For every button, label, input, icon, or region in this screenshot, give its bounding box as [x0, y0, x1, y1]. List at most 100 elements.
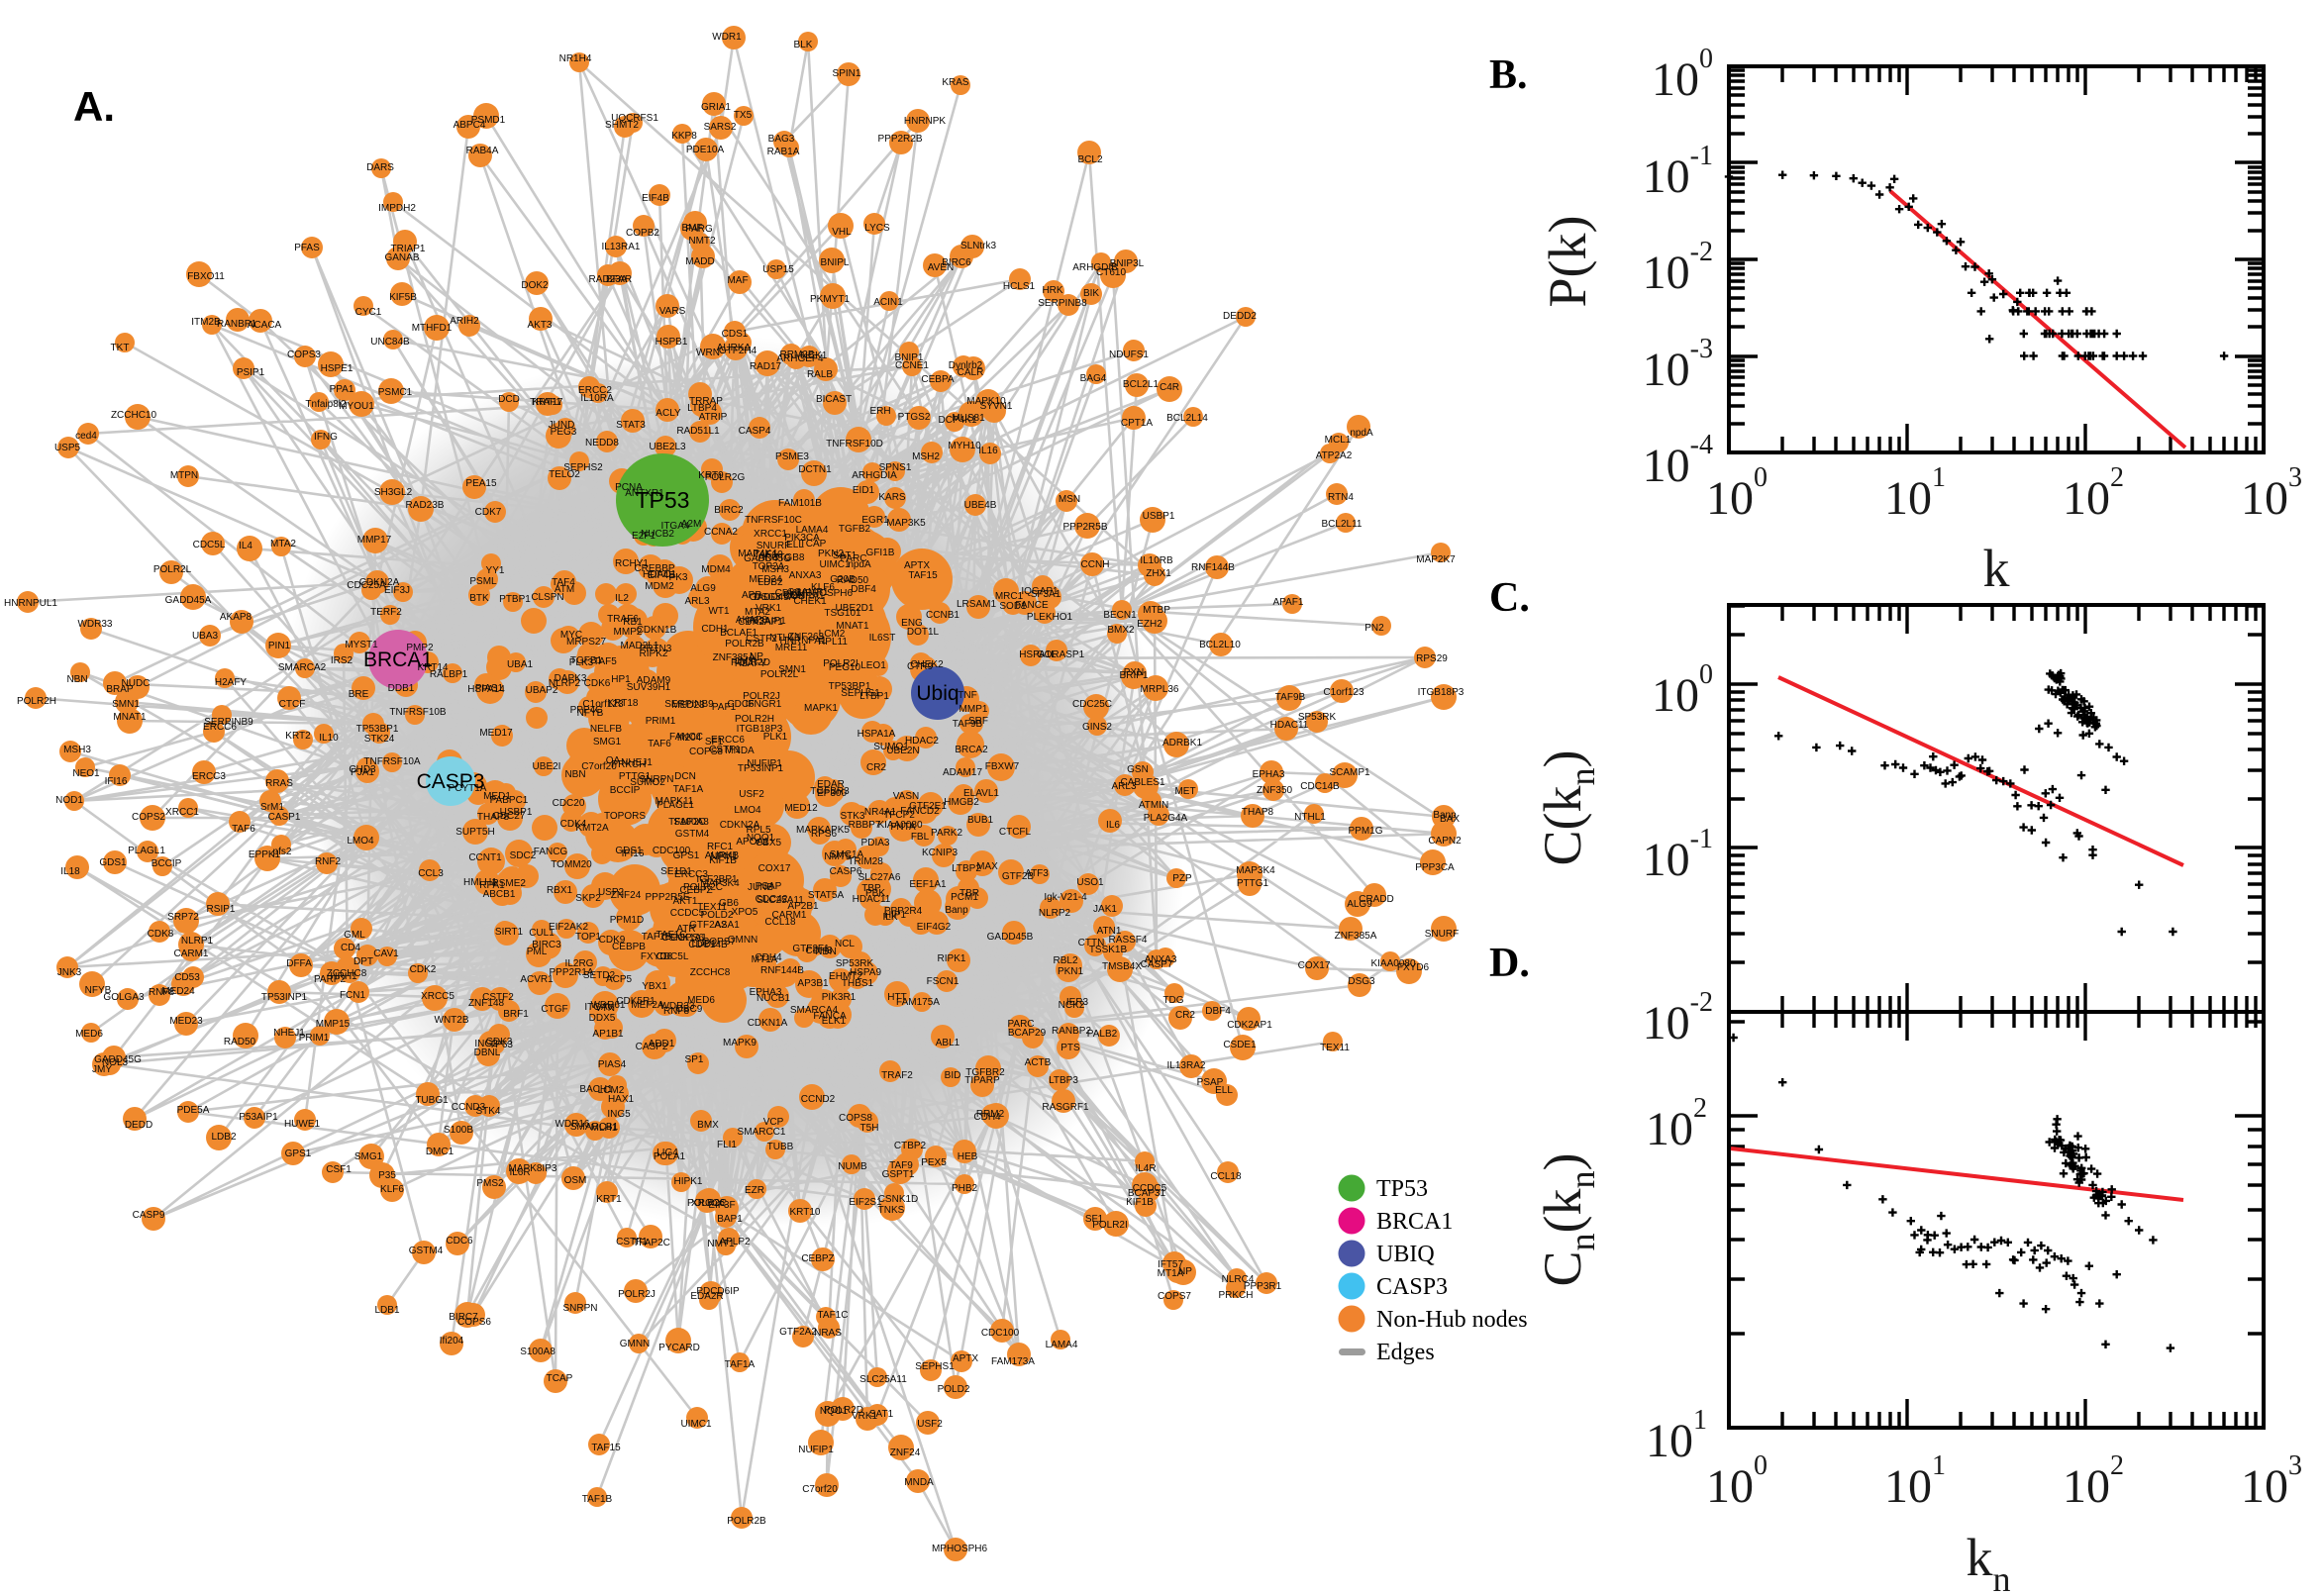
svg-text:P53AIP1: P53AIP1: [239, 1112, 278, 1123]
svg-text:CTGF: CTGF: [541, 1004, 567, 1015]
svg-text:MAP4K4: MAP4K4: [738, 549, 777, 559]
svg-text:RIPK2: RIPK2: [640, 648, 668, 659]
svg-text:S100A8: S100A8: [673, 817, 709, 828]
svg-text:UBA1: UBA1: [507, 659, 534, 670]
svg-text:EDA2R: EDA2R: [690, 1291, 723, 1302]
svg-text:ING5: ING5: [607, 1109, 631, 1120]
svg-text:SUMO2: SUMO2: [630, 777, 665, 788]
svg-text:JNK3: JNK3: [57, 967, 82, 978]
svg-text:NDUFS1: NDUFS1: [1109, 349, 1149, 360]
svg-text:COPS3: COPS3: [287, 349, 321, 360]
svg-text:CTCF: CTCF: [279, 699, 306, 710]
svg-text:PARP2: PARP2: [314, 974, 346, 985]
svg-text:ABCB1: ABCB1: [483, 889, 516, 900]
svg-text:CABLES1: CABLES1: [1120, 777, 1164, 788]
svg-text:GADD45B: GADD45B: [987, 932, 1034, 943]
svg-text:ERCC6: ERCC6: [203, 722, 237, 733]
svg-text:S100B: S100B: [444, 1125, 473, 1136]
svg-text:POLR2I: POLR2I: [823, 658, 858, 669]
svg-text:BRE: BRE: [349, 689, 369, 700]
svg-text:DAPK3: DAPK3: [555, 673, 587, 684]
svg-text:USP2: USP2: [598, 887, 625, 898]
svg-text:MRPS27: MRPS27: [566, 637, 606, 648]
svg-text:C4R: C4R: [1160, 382, 1179, 393]
svg-text:IER3: IER3: [1066, 997, 1089, 1008]
svg-text:IMPDH2: IMPDH2: [378, 203, 416, 214]
svg-text:PPP2R1A: PPP2R1A: [549, 967, 593, 978]
svg-text:CCDC5: CCDC5: [1133, 1183, 1167, 1194]
svg-text:PTBP1: PTBP1: [499, 594, 531, 605]
svg-text:GSN: GSN: [1127, 764, 1149, 775]
svg-text:THBS1: THBS1: [842, 978, 874, 989]
svg-text:BCL2L14: BCL2L14: [1166, 413, 1208, 424]
svg-text:MRPL36: MRPL36: [1141, 684, 1179, 695]
svg-text:GDS1: GDS1: [99, 857, 127, 868]
svg-text:ANTXR1: ANTXR1: [625, 488, 664, 499]
svg-text:TSSK1B: TSSK1B: [1089, 945, 1128, 955]
svg-text:RAD23A: RAD23A: [589, 274, 628, 285]
svg-text:BMF: BMF: [681, 223, 702, 234]
svg-text:TOP2A: TOP2A: [753, 561, 785, 572]
svg-text:MSH2: MSH2: [912, 451, 940, 462]
svg-text:GTF2A2: GTF2A2: [689, 920, 727, 931]
svg-text:NFYB: NFYB: [577, 708, 604, 719]
svg-text:HSPA1A: HSPA1A: [858, 729, 896, 740]
svg-text:TGFBR2: TGFBR2: [965, 1067, 1005, 1078]
svg-text:LCM2: LCM2: [598, 1085, 625, 1096]
svg-text:IL10: IL10: [319, 733, 339, 744]
svg-text:PCYT1A: PCYT1A: [449, 783, 487, 794]
svg-text:PDCD6IP: PDCD6IP: [696, 1286, 740, 1297]
svg-text:FBXO11: FBXO11: [187, 271, 225, 282]
svg-text:CEBPZ: CEBPZ: [679, 885, 712, 896]
svg-text:UIMC1: UIMC1: [819, 559, 851, 570]
svg-text:CCDC5: CCDC5: [670, 908, 705, 919]
svg-text:CDC100: CDC100: [981, 1328, 1020, 1339]
svg-text:KMT2A: KMT2A: [575, 823, 609, 834]
svg-text:CTBP2: CTBP2: [894, 1141, 927, 1151]
svg-text:FAM173A: FAM173A: [991, 1356, 1035, 1367]
svg-text:NEO1: NEO1: [72, 768, 100, 779]
svg-text:AVEN: AVEN: [928, 262, 955, 273]
svg-text:ARL3: ARL3: [684, 596, 709, 607]
svg-text:BLK: BLK: [794, 40, 813, 50]
svg-text:CSTF2: CSTF2: [746, 634, 777, 645]
svg-text:TKT: TKT: [111, 343, 130, 353]
svg-text:TRIM28: TRIM28: [848, 856, 883, 867]
svg-text:npdA: npdA: [848, 559, 871, 570]
svg-text:SDC2: SDC2: [510, 850, 537, 861]
svg-text:TP53: TP53: [1376, 1176, 1428, 1202]
svg-text:LDB1: LDB1: [691, 939, 716, 949]
svg-text:YY1: YY1: [486, 565, 505, 576]
svg-text:CDK2: CDK2: [410, 964, 437, 975]
svg-text:TCAP: TCAP: [547, 1373, 573, 1384]
svg-text:MYC: MYC: [560, 630, 582, 641]
svg-text:ZNF24: ZNF24: [611, 890, 642, 901]
svg-text:Non-Hub nodes: Non-Hub nodes: [1376, 1307, 1528, 1333]
svg-text:LTBP3: LTBP3: [1049, 1075, 1078, 1086]
svg-text:PLK3: PLK3: [569, 657, 594, 668]
svg-text:GTF2H4: GTF2H4: [719, 346, 758, 356]
svg-text:AKT3: AKT3: [527, 320, 552, 331]
svg-text:ENG: ENG: [901, 618, 923, 629]
svg-text:MTA2: MTA2: [270, 539, 296, 549]
svg-text:MAPK10: MAPK10: [966, 396, 1006, 407]
svg-text:TCAP: TCAP: [800, 539, 827, 549]
svg-text:MYH10: MYH10: [948, 441, 981, 451]
svg-text:HP1: HP1: [611, 674, 631, 685]
svg-text:IL2: IL2: [615, 593, 629, 604]
svg-text:LAMA4: LAMA4: [796, 525, 829, 536]
svg-text:PMS2: PMS2: [476, 1178, 504, 1189]
svg-text:MNAT1: MNAT1: [836, 621, 869, 632]
svg-text:GADD45A: GADD45A: [165, 595, 212, 606]
svg-text:EIF2AK2: EIF2AK2: [549, 922, 588, 933]
svg-text:FLI1: FLI1: [717, 1140, 737, 1150]
svg-text:APP: APP: [742, 590, 761, 601]
svg-text:ced4: ced4: [75, 431, 97, 442]
svg-text:CDC20: CDC20: [553, 798, 585, 809]
svg-text:COX17: COX17: [758, 863, 791, 874]
svg-text:HSPA9: HSPA9: [850, 967, 881, 978]
svg-text:CDK8: CDK8: [775, 588, 802, 599]
svg-text:TAF9B: TAF9B: [1275, 692, 1306, 703]
svg-text:IGF2BP1: IGF2BP1: [696, 874, 738, 885]
svg-text:PML: PML: [527, 947, 548, 957]
